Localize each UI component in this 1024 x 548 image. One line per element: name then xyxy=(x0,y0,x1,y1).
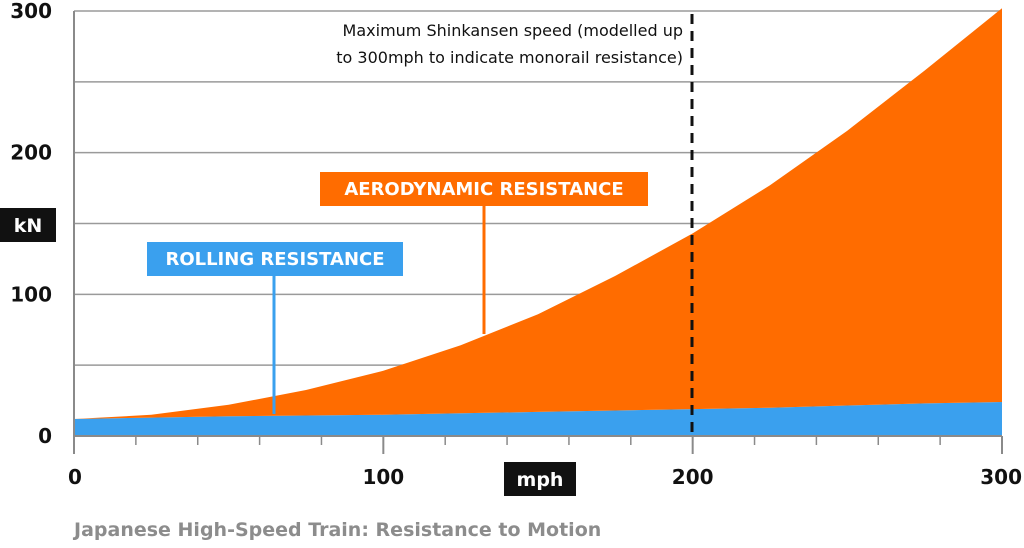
aerodynamic-resistance-area xyxy=(74,8,1002,419)
x-tick-label: 0 xyxy=(68,465,82,489)
rolling-label-box xyxy=(147,242,403,276)
y-axis-unit-box xyxy=(0,208,56,242)
x-tick-labels: 0 100 200 300 xyxy=(68,465,1022,489)
aerodynamic-series-label: AERODYNAMIC RESISTANCE xyxy=(344,179,623,200)
x-tick-label: 100 xyxy=(362,465,404,489)
area-series xyxy=(74,8,1002,436)
y-axis-unit-label: kN xyxy=(14,215,43,237)
rolling-series-label: ROLLING RESISTANCE xyxy=(165,249,384,270)
x-axis-unit-label: mph xyxy=(517,469,564,491)
y-tick-label: 200 xyxy=(10,141,52,165)
max-speed-annotation-line1: Maximum Shinkansen speed (modelled up xyxy=(343,21,683,40)
x-axis-unit-box xyxy=(504,462,576,496)
rolling-resistance-area xyxy=(74,402,1002,436)
chart-title: Japanese High-Speed Train: Resistance to… xyxy=(74,519,602,541)
max-speed-annotation-line2: to 300mph to indicate monorail resistanc… xyxy=(336,48,683,67)
x-tick-label: 200 xyxy=(672,465,714,489)
y-tick-label: 0 xyxy=(38,424,52,448)
aerodynamic-label-box xyxy=(320,172,648,206)
y-tick-labels: 0 100 200 300 xyxy=(10,0,52,448)
axes xyxy=(73,11,1003,454)
y-tick-label: 100 xyxy=(10,282,52,306)
x-tick-label: 300 xyxy=(980,465,1022,489)
y-tick-label: 300 xyxy=(10,0,52,23)
